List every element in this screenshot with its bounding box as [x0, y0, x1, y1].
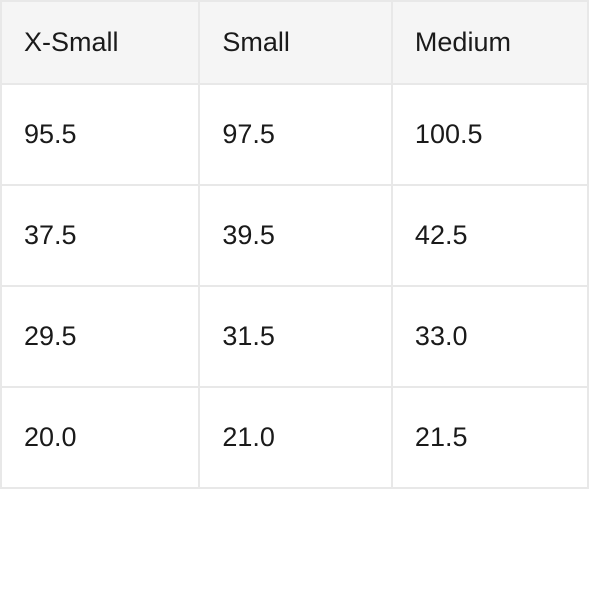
table-row: 29.5 31.5 33.0 [1, 286, 588, 387]
table-cell: 21.5 [392, 387, 588, 488]
table-cell: 21.0 [199, 387, 392, 488]
table-cell: 97.5 [199, 84, 392, 185]
table-cell: 37.5 [1, 185, 199, 286]
table-cell: 31.5 [199, 286, 392, 387]
table-cell: 20.0 [1, 387, 199, 488]
table-row: 95.5 97.5 100.5 [1, 84, 588, 185]
table-cell: 100.5 [392, 84, 588, 185]
column-header-xsmall: X-Small [1, 1, 199, 84]
table-cell: 39.5 [199, 185, 392, 286]
table-cell: 95.5 [1, 84, 199, 185]
table-row: 37.5 39.5 42.5 [1, 185, 588, 286]
column-header-small: Small [199, 1, 392, 84]
size-table: X-Small Small Medium 95.5 97.5 100.5 37.… [0, 0, 589, 489]
table-cell: 29.5 [1, 286, 199, 387]
column-header-medium: Medium [392, 1, 588, 84]
table-cell: 42.5 [392, 185, 588, 286]
size-table-container: X-Small Small Medium 95.5 97.5 100.5 37.… [0, 0, 589, 489]
table-row: 20.0 21.0 21.5 [1, 387, 588, 488]
table-cell: 33.0 [392, 286, 588, 387]
table-header-row: X-Small Small Medium [1, 1, 588, 84]
